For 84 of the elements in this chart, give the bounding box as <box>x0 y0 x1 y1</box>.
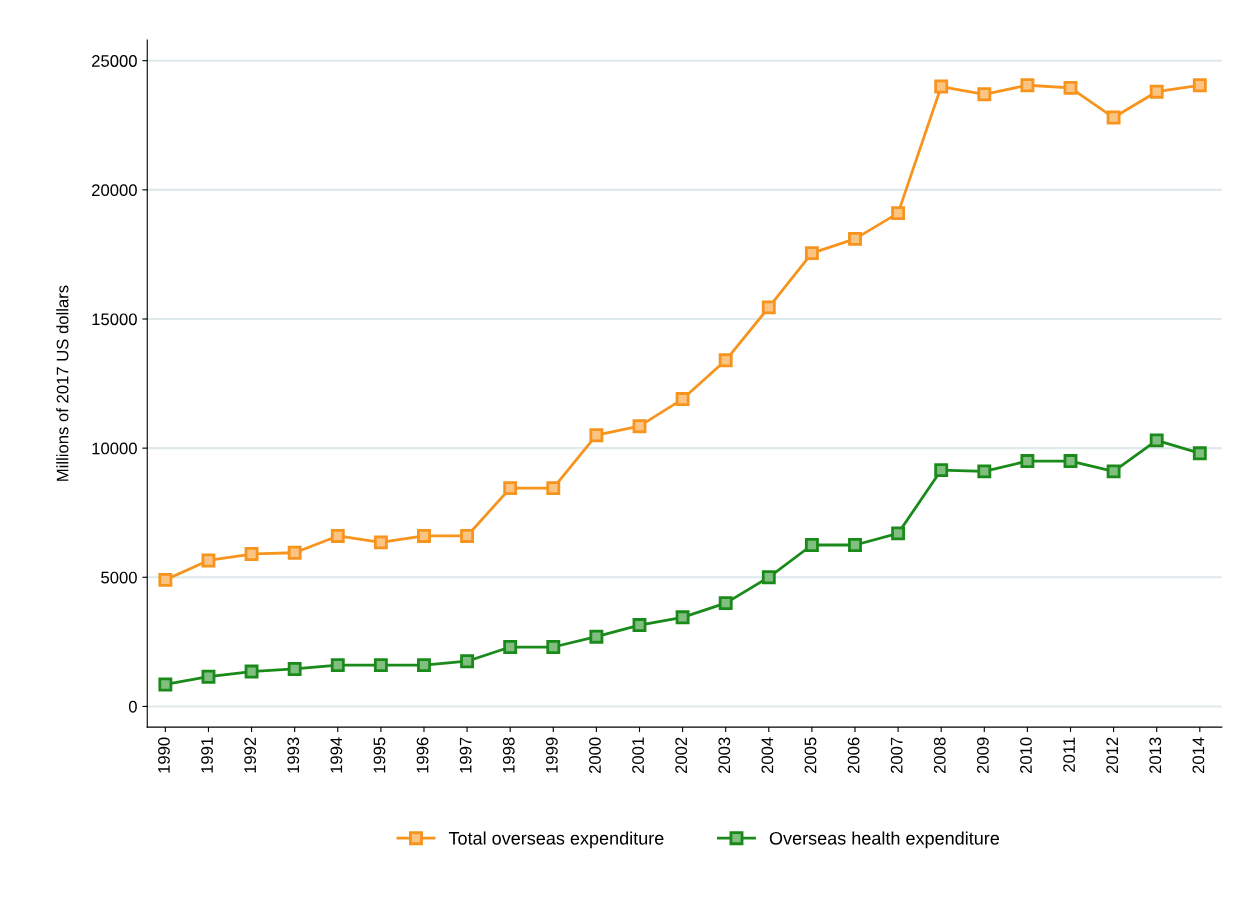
x-tick-label: 1998 <box>502 737 515 773</box>
x-tick-label: 1993 <box>287 737 300 773</box>
x-tick-label: 2005 <box>804 737 817 774</box>
y-tick-label: 0 <box>128 700 137 713</box>
point <box>675 392 690 407</box>
point <box>848 538 862 552</box>
point <box>287 662 302 676</box>
point <box>1149 84 1164 99</box>
x-tick-label: 1992 <box>244 737 257 773</box>
point <box>417 529 431 543</box>
x-tick-label: 2000 <box>589 737 601 774</box>
point <box>460 654 475 669</box>
point <box>546 481 561 496</box>
legend-label: Total overseas expenditure <box>448 831 664 849</box>
point <box>1063 454 1078 468</box>
point <box>761 300 776 315</box>
y-tick-label: 5000 <box>101 571 137 584</box>
point <box>546 640 561 654</box>
point <box>1149 433 1164 448</box>
point <box>417 658 431 673</box>
point <box>1192 446 1207 461</box>
x-tick-label: 2012 <box>1106 737 1119 774</box>
x-tick-label: 2011 <box>1063 737 1075 772</box>
y-tick-label: 15000 <box>92 313 137 326</box>
x-tick-label: 2014 <box>1192 737 1205 774</box>
point <box>718 596 733 611</box>
legend-label: Overseas health expenditure <box>769 831 1000 849</box>
point <box>891 526 906 541</box>
point <box>1106 464 1121 479</box>
point <box>330 658 345 673</box>
point <box>761 570 776 585</box>
x-tick-label: 1999 <box>545 737 558 773</box>
x-tick-label: 1994 <box>330 737 343 773</box>
point <box>632 618 647 633</box>
y-axis-title: Millions of 2017 US dollars <box>56 285 69 481</box>
x-tick-label: 2008 <box>933 737 946 774</box>
x-tick-label: 2002 <box>675 737 688 774</box>
x-tick-label: 2010 <box>1020 737 1032 774</box>
point <box>1063 80 1078 95</box>
point <box>977 464 992 479</box>
point <box>891 206 906 221</box>
point <box>330 529 345 543</box>
x-tick-label: 1991 <box>201 737 213 773</box>
point <box>158 572 173 587</box>
x-tick-label: 2001 <box>632 737 644 774</box>
x-tick-label: 1990 <box>158 737 170 773</box>
point <box>287 545 302 560</box>
point <box>1020 454 1035 468</box>
point <box>589 428 604 443</box>
y-tick-label: 20000 <box>92 184 137 197</box>
point <box>632 419 647 434</box>
x-tick-label: 2009 <box>976 737 989 774</box>
x-tick-label: 1997 <box>459 737 472 773</box>
point <box>804 246 819 261</box>
x-tick-label: 2004 <box>761 737 774 774</box>
point <box>158 677 173 692</box>
x-tick-label: 2007 <box>890 737 903 774</box>
point <box>977 87 992 102</box>
point <box>201 553 216 568</box>
point <box>503 481 518 496</box>
point <box>804 538 819 552</box>
point <box>1106 110 1121 125</box>
point <box>1192 78 1207 93</box>
point <box>503 640 518 654</box>
point <box>373 658 388 673</box>
point <box>244 547 259 561</box>
point <box>1020 78 1035 93</box>
point <box>718 353 733 368</box>
point <box>675 610 690 625</box>
x-tick-label: 2013 <box>1149 737 1162 774</box>
y-tick-label: 25000 <box>92 55 137 67</box>
point <box>848 231 862 246</box>
point <box>934 79 949 94</box>
point <box>373 535 388 550</box>
y-tick-label: 10000 <box>92 442 137 455</box>
point <box>460 529 475 543</box>
x-tick-label: 2003 <box>718 737 731 774</box>
point <box>589 629 604 644</box>
point <box>934 463 949 478</box>
point <box>244 664 259 679</box>
point <box>201 669 216 684</box>
x-tick-label: 2006 <box>847 737 860 774</box>
x-tick-label: 1995 <box>373 737 386 773</box>
x-tick-label: 1996 <box>416 737 429 773</box>
